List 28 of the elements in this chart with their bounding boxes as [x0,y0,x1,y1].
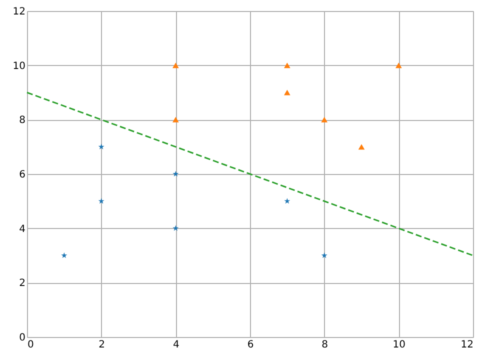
y-tick-label: 8 [19,115,26,126]
x-tick-label: 6 [247,340,254,350]
point [396,62,402,68]
x-tick-label: 4 [172,340,180,350]
x-tick-label: 8 [322,340,328,350]
y-tick-label: 2 [19,278,26,290]
x-tick-label: 2 [98,340,106,350]
point [61,252,68,258]
point [98,198,104,204]
point [284,62,290,68]
x-tick-label: 0 [28,340,34,350]
point [284,90,290,96]
y-tick-label: 12 [12,6,26,18]
point [321,116,328,122]
y-tick-label: 10 [12,60,26,72]
y-tick-label: 6 [19,170,26,180]
x-tick-label: 10 [392,340,406,350]
x-tick-label: 12 [460,340,474,350]
point [284,198,290,204]
point [172,62,179,68]
point [358,144,365,150]
point [98,144,104,150]
point [172,116,179,122]
point [172,170,179,177]
y-tick-label: 0 [19,332,26,344]
point [172,225,179,231]
point [321,252,328,258]
y-tick-label: 4 [19,224,26,235]
